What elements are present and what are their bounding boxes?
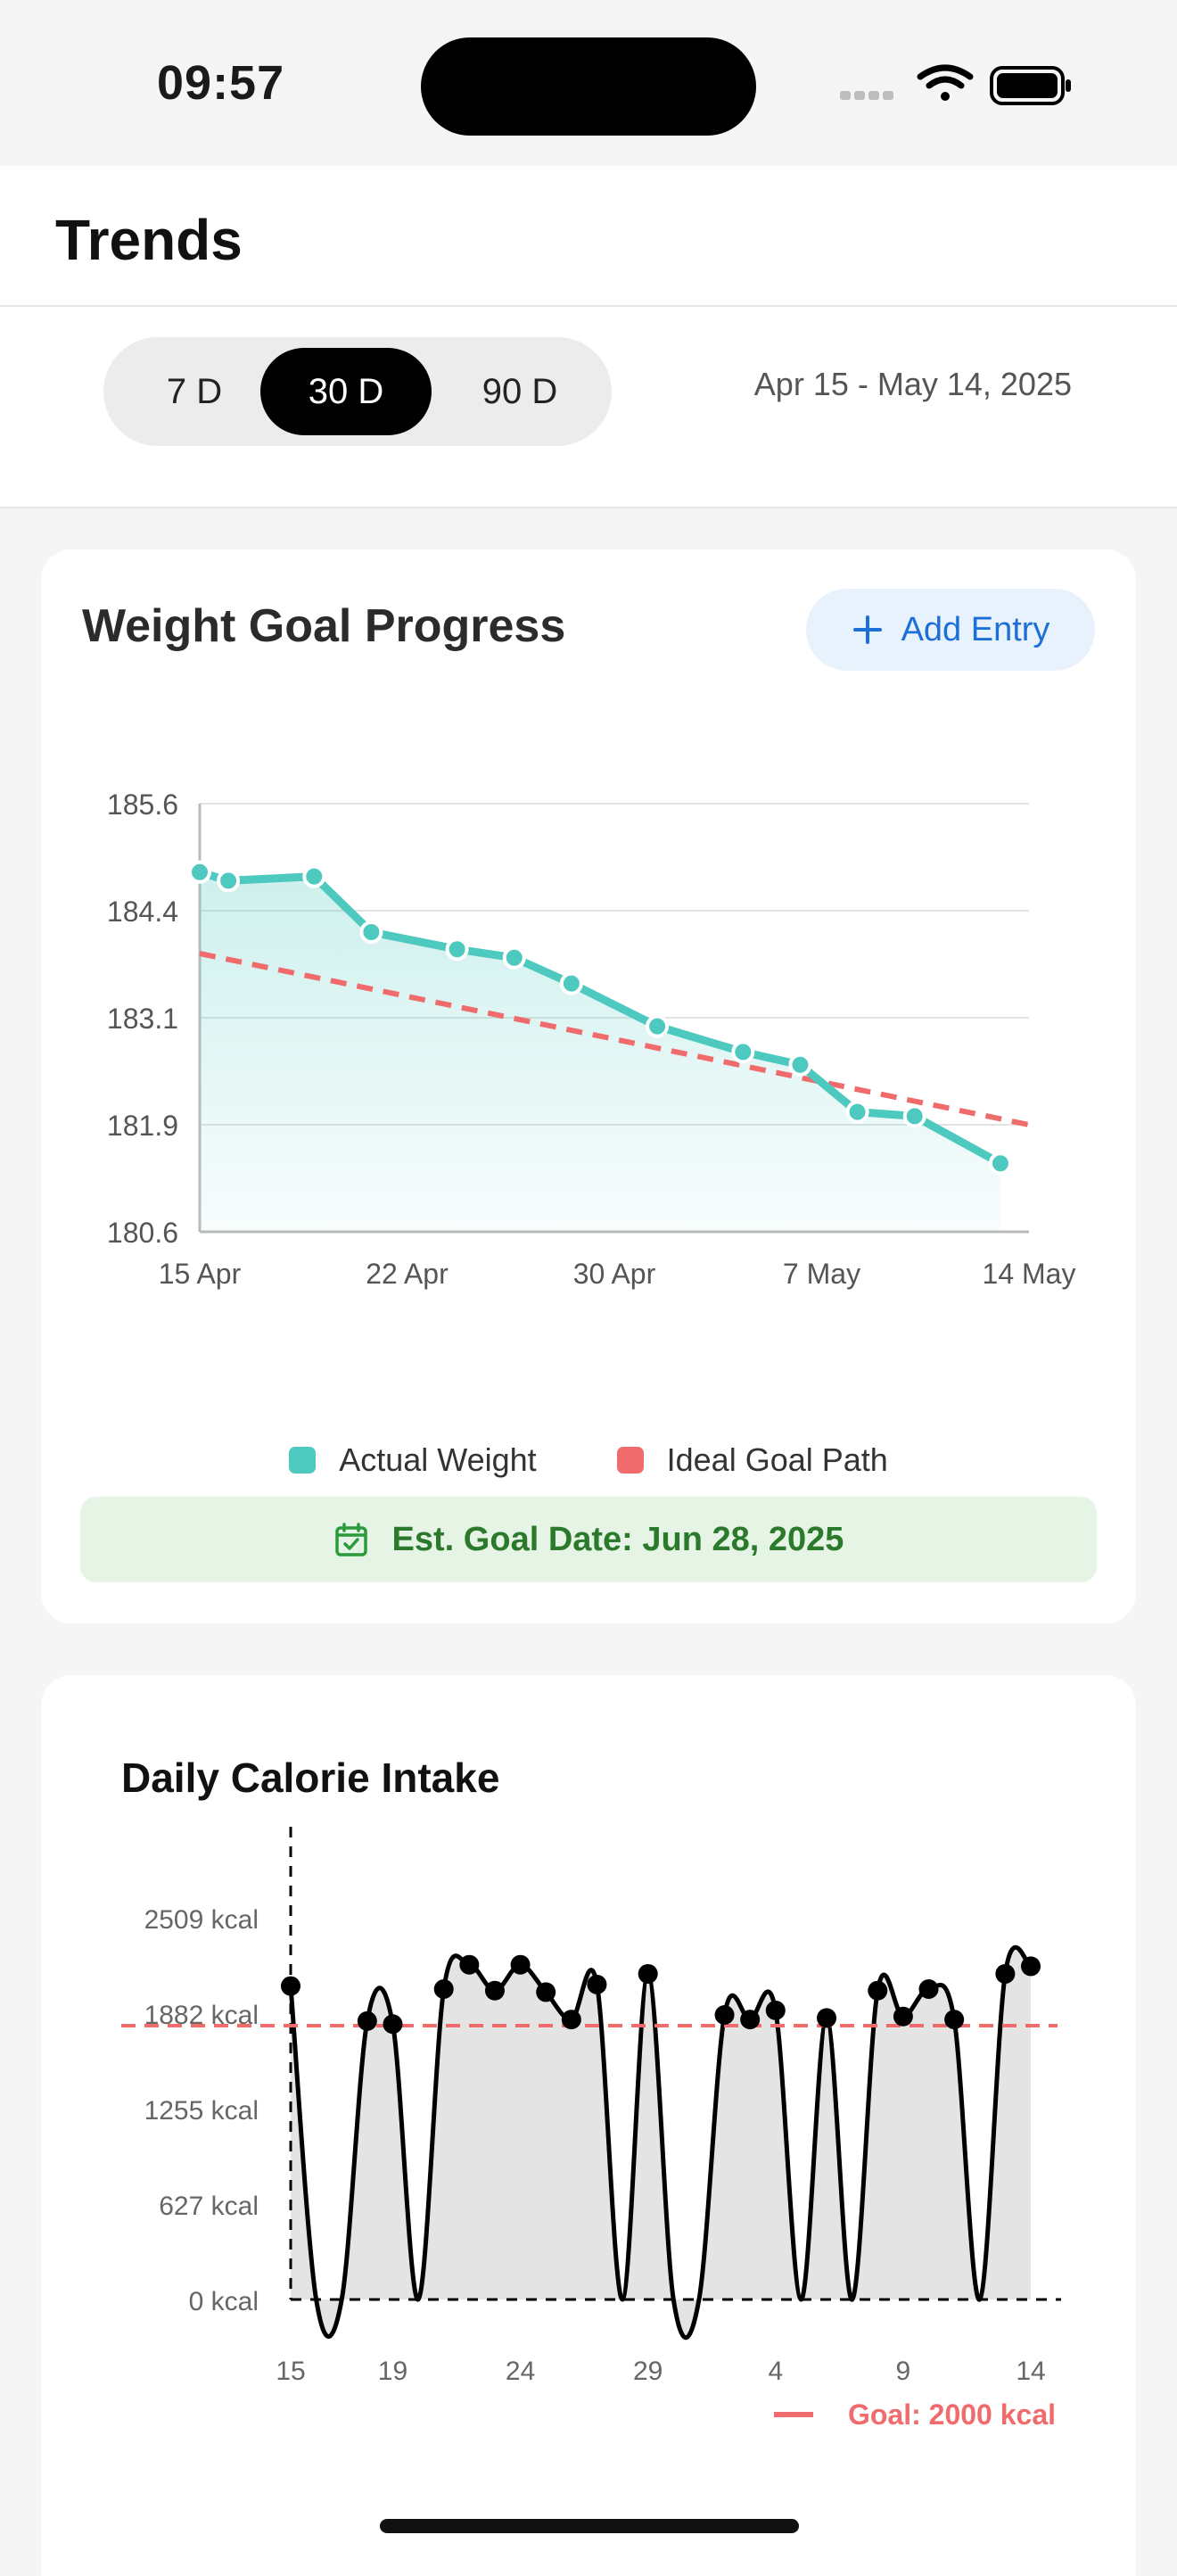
actual-weight-point (845, 1100, 869, 1124)
weight-x-tick: 7 May (783, 1258, 860, 1290)
actual-weight-point (502, 945, 526, 970)
weight-legend: Actual Weight Ideal Goal Path (41, 1441, 1136, 1479)
calorie-y-tick: 2509 kcal (144, 1905, 259, 1935)
calorie-x-tick: 19 (378, 2357, 407, 2386)
signal-icon (840, 91, 893, 100)
calorie-x-tick: 9 (896, 2357, 911, 2386)
legend-actual-weight: Actual Weight (289, 1441, 537, 1479)
weight-x-tick: 15 Apr (159, 1258, 242, 1290)
weight-x-tick: 30 Apr (573, 1258, 656, 1290)
actual-weight-point (302, 864, 326, 888)
calorie-point (357, 2010, 377, 2031)
calorie-point (484, 1980, 505, 2001)
battery-icon (990, 66, 1071, 105)
actual-weight-point (731, 1040, 755, 1064)
weight-y-tick: 185.6 (107, 788, 178, 821)
home-indicator (380, 2519, 799, 2533)
calorie-point (995, 1963, 1016, 1984)
wifi-icon (917, 64, 974, 101)
calorie-point (765, 2000, 786, 2020)
weight-y-tick: 181.9 (107, 1110, 178, 1142)
calorie-point (587, 1974, 607, 1994)
calorie-point (817, 2008, 837, 2028)
status-bar: 09:57 (0, 0, 1177, 166)
calorie-point (281, 1976, 300, 1996)
actual-weight-point (902, 1104, 926, 1128)
actual-weight-point (445, 937, 469, 962)
status-time: 09:57 (157, 56, 285, 110)
status-icons (840, 64, 1071, 105)
calorie-point (638, 1963, 658, 1984)
calorie-point (944, 2010, 965, 2030)
range-option-90d[interactable]: 90 D (482, 371, 558, 411)
weight-goal-card: Weight Goal Progress Add Entry 185.6 184.… (41, 549, 1136, 1623)
calorie-point (383, 2014, 403, 2035)
range-bar: 7 D 30 D 90 D Apr 15 - May 14, 2025 (0, 307, 1177, 508)
ideal-goal-path-line (199, 951, 1030, 1127)
calorie-y-tick: 1255 kcal (144, 2096, 259, 2126)
goal-date-banner: Est. Goal Date: Jun 28, 2025 (80, 1497, 1097, 1582)
range-option-7d[interactable]: 7 D (166, 371, 223, 411)
legend-ideal-swatch (616, 1447, 644, 1474)
legend-actual-swatch (289, 1447, 317, 1474)
calorie-y-tick: 627 kcal (159, 2192, 259, 2221)
weight-chart: 185.6 184.4 183.1 181.9 180.6 15 Apr 22 Apr 30 … (107, 788, 1076, 1290)
calendar-check-icon (334, 1523, 367, 1556)
goal-date-text: Est. Goal Date: Jun 28, 2025 (391, 1520, 844, 1558)
calorie-x-tick: 14 (1016, 2357, 1045, 2386)
weight-x-tick: 22 Apr (366, 1258, 449, 1290)
actual-weight-point (988, 1152, 1012, 1176)
calorie-point (433, 1979, 454, 2000)
range-segmented-control: 7 D 30 D 90 D (103, 337, 612, 446)
calorie-x-tick: 24 (506, 2357, 535, 2386)
legend-actual-label: Actual Weight (339, 1441, 537, 1478)
legend-ideal-path: Ideal Goal Path (616, 1441, 888, 1479)
range-option-30d[interactable]: 30 D (260, 348, 432, 435)
calorie-x-tick: 29 (633, 2357, 663, 2386)
calorie-point (1021, 1956, 1041, 1977)
weight-card-title: Weight Goal Progress (82, 600, 566, 652)
calorie-y-tick: 0 kcal (189, 2287, 259, 2316)
dynamic-island (421, 37, 756, 136)
calorie-x-tick: 15 (276, 2357, 305, 2386)
header: Trends (0, 166, 1177, 307)
date-range-label: Apr 15 - May 14, 2025 (753, 366, 1072, 402)
calorie-x-tick: 4 (768, 2357, 783, 2386)
weight-y-tick: 183.1 (107, 1003, 178, 1035)
weight-y-tick: 180.6 (107, 1217, 178, 1249)
actual-weight-point (217, 869, 241, 893)
actual-weight-area (200, 871, 1000, 1232)
legend-ideal-label: Ideal Goal Path (666, 1441, 888, 1478)
calorie-point (740, 2010, 761, 2030)
calorie-point (918, 1979, 939, 2000)
calorie-point (714, 2005, 735, 2026)
calorie-goal-legend: Goal: 2000 kcal (848, 2398, 1056, 2431)
calorie-intake-card: Daily Calorie Intake 2509 kcal 1882 kcal 1… (41, 1675, 1136, 2576)
calorie-point (536, 1982, 556, 2002)
calorie-card-title: Daily Calorie Intake (121, 1754, 500, 1801)
weight-y-tick: 184.4 (107, 896, 178, 928)
page-title: Trends (55, 208, 243, 272)
actual-weight-point (788, 1053, 812, 1077)
calorie-point (561, 2010, 581, 2030)
calorie-point (459, 1954, 480, 1975)
actual-weight-point (646, 1014, 670, 1038)
add-entry-label: Add Entry (901, 610, 1050, 648)
calorie-point (510, 1954, 531, 1975)
actual-weight-point (188, 860, 211, 884)
add-entry-button[interactable]: Add Entry (806, 589, 1095, 671)
actual-weight-point (359, 921, 383, 944)
calorie-point (893, 2006, 913, 2027)
plus-icon (852, 615, 882, 644)
weight-x-tick: 14 May (983, 1258, 1076, 1290)
calorie-point (868, 1980, 888, 2001)
actual-weight-point (559, 971, 583, 995)
